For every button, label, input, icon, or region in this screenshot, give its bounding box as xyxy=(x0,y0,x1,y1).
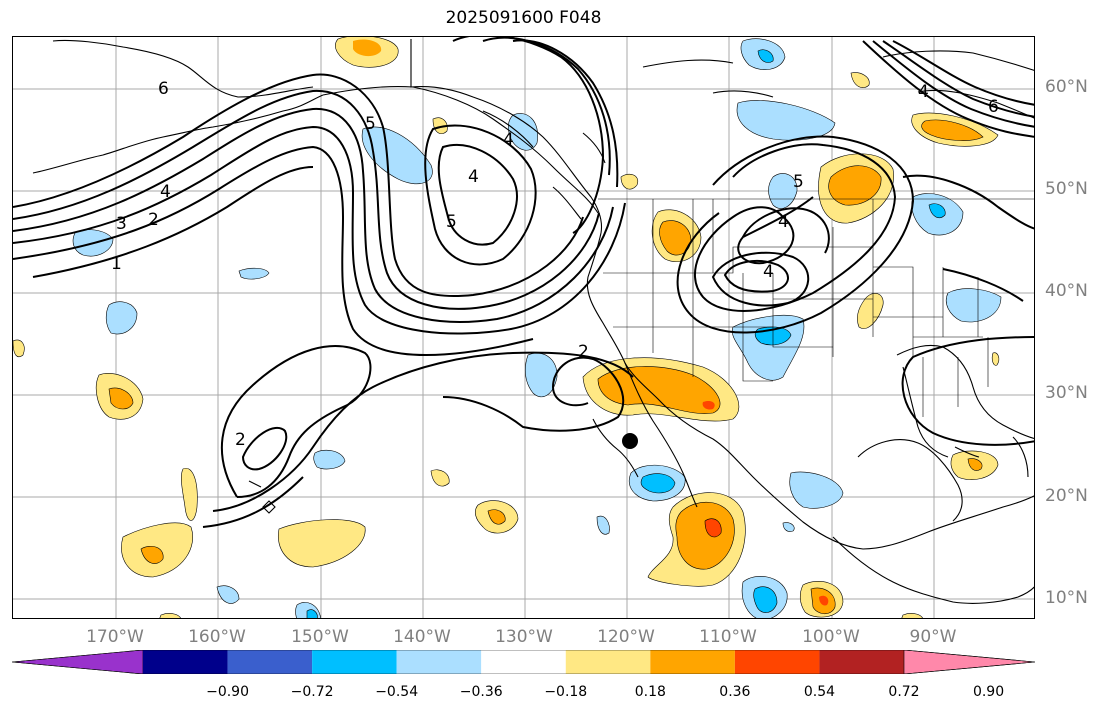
colorbar-cell xyxy=(481,650,566,674)
contour-label: 5 xyxy=(365,114,376,134)
colorbar-cell xyxy=(565,650,651,674)
lon-label-150w: 150°W xyxy=(291,627,349,647)
colorbar-cell xyxy=(734,650,820,674)
contour-label: 4 xyxy=(503,130,514,150)
contour-labels: 6 5 4 3 2 1 4 5 2 2 5 4 4 6 4 4 xyxy=(111,79,999,450)
colorbar-cell xyxy=(396,650,482,674)
colorbar-cell xyxy=(143,650,228,674)
colorbar xyxy=(12,650,1035,674)
lat-label-40n: 40°N xyxy=(1045,281,1088,301)
contour-label: 1 xyxy=(111,254,122,274)
colorbar-extend-min xyxy=(12,650,144,674)
lon-label-100w: 100°W xyxy=(802,627,860,647)
contours xyxy=(13,37,1034,528)
lon-label-110w: 110°W xyxy=(699,627,757,647)
contour-label: 6 xyxy=(988,97,999,117)
lon-label-90w: 90°W xyxy=(909,627,957,647)
map-canvas: 6 5 4 3 2 1 4 5 2 2 5 4 4 6 4 4 xyxy=(13,37,1034,618)
colorbar-tick-label: 0.90 xyxy=(972,684,1005,700)
map-title: 2025091600 F048 xyxy=(445,8,602,28)
colorbar-cell xyxy=(650,650,735,674)
contour-label: 4 xyxy=(778,212,789,232)
lat-label-50n: 50°N xyxy=(1045,179,1088,199)
contour-label: 4 xyxy=(468,167,479,187)
colorbar-extend-max xyxy=(903,650,1035,674)
colorbar-tick-label: 0.36 xyxy=(719,684,751,700)
contour-label: 4 xyxy=(763,262,774,282)
lat-label-10n: 10°N xyxy=(1045,588,1088,608)
colorbar-tick-label: −0.36 xyxy=(459,684,503,700)
lon-label-170w: 170°W xyxy=(86,627,144,647)
colorbar-tick-label: 0.18 xyxy=(634,684,666,700)
map-panel[interactable]: 6 5 4 3 2 1 4 5 2 2 5 4 4 6 4 4 xyxy=(12,36,1035,619)
contour-label: 6 xyxy=(158,79,169,99)
contour-label: 2 xyxy=(235,430,246,450)
contour-label: 4 xyxy=(160,182,171,202)
contour-label: 2 xyxy=(148,210,159,230)
colorbar-tick-label: −0.72 xyxy=(290,684,334,700)
contour-label: 5 xyxy=(446,212,457,232)
contour-label: 3 xyxy=(116,214,127,234)
lon-label-130w: 130°W xyxy=(495,627,553,647)
lon-label-120w: 120°W xyxy=(597,627,655,647)
colorbar-cell xyxy=(312,650,397,674)
colorbar-tick-label: −0.54 xyxy=(375,684,419,700)
state-borders xyxy=(598,198,1034,417)
contour-label: 4 xyxy=(918,82,929,102)
colorbar-tick-label: 0.72 xyxy=(888,684,920,700)
colorbar-cell xyxy=(227,650,313,674)
colorbar-tick-label: −0.90 xyxy=(206,684,249,700)
lat-label-30n: 30°N xyxy=(1045,383,1088,403)
contour-label: 2 xyxy=(578,342,589,362)
lat-label-60n: 60°N xyxy=(1045,77,1088,97)
positive-anomaly-fill xyxy=(13,37,1000,618)
storm-center-marker xyxy=(622,433,638,449)
lon-label-160w: 160°W xyxy=(188,627,246,647)
lat-label-20n: 20°N xyxy=(1045,486,1088,506)
lon-label-140w: 140°W xyxy=(393,627,451,647)
contour-label: 5 xyxy=(793,172,804,192)
colorbar-tick-label: −0.18 xyxy=(544,684,588,700)
colorbar-tick-label: 0.54 xyxy=(803,684,836,700)
colorbar-cell xyxy=(819,650,904,674)
negative-anomaly-fill xyxy=(72,38,1002,618)
